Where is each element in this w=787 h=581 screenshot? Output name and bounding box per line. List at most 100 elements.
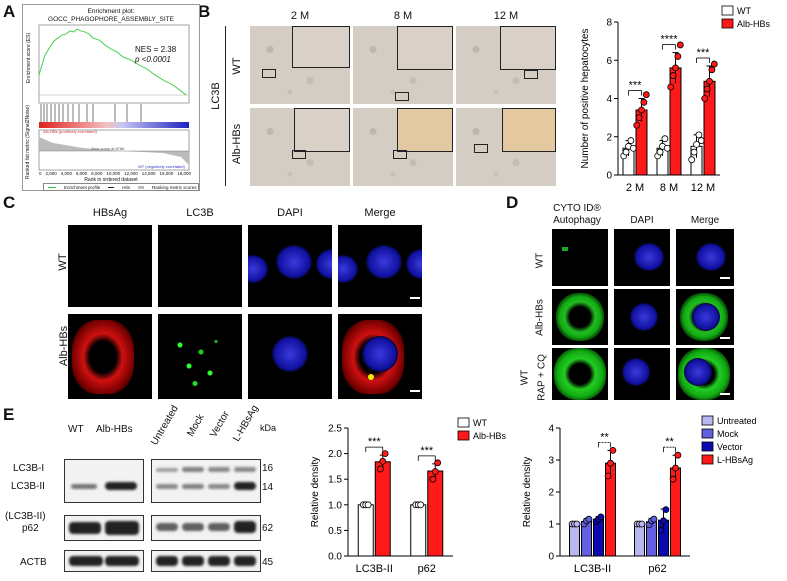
- y-tick-label: 2: [606, 132, 612, 143]
- bar: [374, 461, 391, 557]
- b-row-wt: WT: [231, 57, 243, 75]
- sig-label: ***: [697, 47, 711, 59]
- bar: [410, 504, 427, 557]
- d-row-wt: WT: [534, 252, 546, 269]
- d-wt-dapi: [614, 229, 670, 286]
- y-tick-label: 4: [548, 424, 554, 435]
- data-point: [638, 106, 645, 114]
- legend-swatch: [721, 5, 734, 16]
- data-point: [431, 468, 439, 475]
- gsea-es-line: [38, 28, 187, 96]
- d-rapcq-cytoid: [552, 348, 608, 400]
- y-axis-label: Relative density: [522, 457, 533, 528]
- d-row3-line2: RAP + CQ: [536, 354, 548, 401]
- data-point: [674, 451, 682, 459]
- data-point: [693, 140, 700, 148]
- data-point: [663, 144, 671, 152]
- y-tick-label: 1.0: [328, 500, 342, 511]
- y-tick-label: 8: [606, 18, 612, 29]
- e-row-lc3b-ii-paren: (LC3B-II): [5, 511, 46, 522]
- y-tick-label: 0.0: [328, 552, 342, 563]
- d-col1-line2: Autophagy: [553, 215, 601, 226]
- d-albhbs-dapi: [614, 289, 670, 345]
- data-point: [676, 41, 684, 49]
- e-col-albhbs: Alb-HBs: [96, 424, 133, 435]
- data-point: [701, 95, 709, 102]
- data-point: [710, 60, 718, 68]
- data-point: [697, 137, 705, 144]
- y-tick-label: 0.5: [328, 526, 342, 537]
- data-point: [635, 114, 643, 122]
- d-rapcq-merge: [676, 348, 734, 400]
- panel-letter-e: E: [3, 405, 15, 424]
- e-row-lc3b-ii: LC3B-II: [11, 481, 45, 492]
- b-col-8m: 8 M: [393, 10, 413, 22]
- y-tick-label: 6: [606, 56, 612, 67]
- c-col-dapi: DAPI: [277, 207, 303, 219]
- data-point: [667, 83, 675, 91]
- panel-letter-c: C: [3, 193, 16, 212]
- ihc-wt-2m: [250, 26, 350, 104]
- gsea-nes: NES = 2.38: [135, 45, 177, 54]
- y-axis-label: Number of positive hepatocytes: [580, 28, 591, 168]
- ihc-wt-12m: [456, 26, 556, 104]
- e-kda-45: 45: [262, 557, 274, 568]
- gsea-legend: Enrichment profile Hits Ranking metric s…: [43, 183, 199, 191]
- data-point: [379, 457, 387, 465]
- e-col-wt: WT: [68, 424, 84, 435]
- d-col-merge: Merge: [690, 215, 720, 226]
- legend-swatch: [457, 430, 470, 441]
- data-point: [672, 464, 679, 472]
- blot-right-p62: [151, 515, 261, 541]
- x-tick-label: LC3B-II: [574, 563, 611, 575]
- c-wt-merge: [338, 225, 422, 307]
- b-col-2m: 2 M: [290, 10, 310, 22]
- b-stain-label: LC3B: [210, 82, 222, 110]
- gsea-ylabel-bottom: Ranked list metric (Signal2Noise): [25, 105, 31, 179]
- data-point: [585, 515, 593, 523]
- legend-label: L-HBsAg: [717, 455, 753, 465]
- y-tick-label: 0: [548, 552, 554, 563]
- data-point: [661, 135, 669, 143]
- c-wt-lc3b: [158, 225, 242, 307]
- c-wt-hbsag: [68, 225, 152, 307]
- blot-left-lc3b: [64, 459, 144, 503]
- ihc-wt-8m: [353, 26, 453, 104]
- d-col-dapi: DAPI: [630, 215, 654, 226]
- data-point: [622, 148, 630, 156]
- data-point: [627, 137, 635, 144]
- data-point: [364, 501, 372, 509]
- y-tick-label: 2: [548, 488, 554, 499]
- d-albhbs-merge: [676, 289, 734, 345]
- legend-swatch: [701, 428, 714, 439]
- legend-swatch: [701, 441, 714, 452]
- gsea-zero-label: Zero cross at 8766: [91, 146, 125, 151]
- data-point: [695, 131, 703, 139]
- y-tick-label: 3: [548, 456, 554, 467]
- b-col-12m: 12 M: [493, 10, 519, 22]
- x-tick-label: 12 M: [691, 182, 715, 194]
- blot-right-lc3b: [151, 459, 261, 503]
- data-point: [656, 148, 664, 156]
- gsea-pos-label: Alb-HBs (positively correlated): [43, 129, 97, 134]
- legend-label: Alb-HBs: [737, 19, 771, 29]
- y-tick-label: 2.5: [328, 424, 342, 435]
- bar: [357, 504, 374, 557]
- data-point: [417, 501, 425, 509]
- y-tick-label: 1: [548, 520, 554, 531]
- data-point: [690, 148, 698, 156]
- d-col1-line1: CYTO ID®: [553, 203, 601, 214]
- gsea-xlabel: Rank in ordered dataset: [84, 177, 138, 183]
- d-wt-merge: [676, 229, 734, 286]
- data-point: [434, 459, 442, 467]
- e-kda-16: 16: [262, 463, 274, 474]
- gsea-hits: [40, 104, 142, 122]
- data-point: [660, 517, 667, 525]
- data-point: [650, 515, 658, 523]
- ihc-albhbs-12m: [456, 108, 556, 186]
- data-point: [640, 98, 648, 106]
- data-point: [674, 53, 682, 60]
- panel-letter-a: A: [3, 2, 16, 21]
- data-point: [638, 520, 646, 528]
- data-point: [376, 465, 384, 473]
